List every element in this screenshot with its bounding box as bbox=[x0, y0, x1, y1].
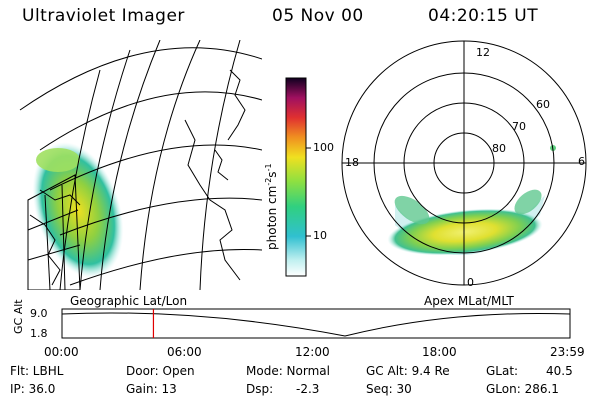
info-glat-value: 40.5 bbox=[546, 364, 573, 378]
info-flt: Flt: LBHL bbox=[10, 364, 64, 378]
info-seq: Seq: 30 bbox=[366, 382, 412, 396]
mlt-label-0: 0 bbox=[467, 276, 474, 289]
timeline-tick-1: 06:00 bbox=[167, 345, 202, 359]
colorbar-tick-10: 10 bbox=[313, 229, 327, 242]
mlt-label-12: 12 bbox=[476, 46, 490, 59]
timeline-tick-2: 12:00 bbox=[295, 345, 330, 359]
info-glon: GLon: 286.1 bbox=[486, 382, 559, 396]
header-time: 04:20:15 UT bbox=[428, 6, 539, 26]
info-dsp: Dsp: bbox=[246, 382, 274, 396]
timeline-tick-3: 18:00 bbox=[422, 345, 457, 359]
info-door: Door: Open bbox=[126, 364, 195, 378]
timeline-y-bottom: 1.8 bbox=[30, 327, 48, 340]
timeline-tick-0: 00:00 bbox=[44, 345, 79, 359]
timeline-axis-label: GC Alt bbox=[12, 299, 25, 334]
info-gcalt: GC Alt: 9.4 Re bbox=[366, 364, 450, 378]
mlat-label-70: 70 bbox=[512, 120, 526, 133]
mlt-label-6: 6 bbox=[578, 155, 585, 168]
geographic-map-label: Geographic Lat/Lon bbox=[70, 294, 188, 308]
polar-map-label: Apex MLat/MLT bbox=[424, 294, 514, 308]
info-mode: Mode: Normal bbox=[246, 364, 330, 378]
mlat-label-80: 80 bbox=[492, 142, 506, 155]
info-dsp-value: -2.3 bbox=[296, 382, 320, 396]
header-date: 05 Nov 00 bbox=[272, 6, 364, 26]
info-gain: Gain: 13 bbox=[126, 382, 177, 396]
info-glat: GLat: bbox=[486, 364, 519, 378]
page-title: Ultraviolet Imager bbox=[22, 6, 185, 26]
colorbar-tick-100: 100 bbox=[313, 141, 334, 154]
mlt-label-18: 18 bbox=[345, 156, 359, 169]
info-ip: IP: 36.0 bbox=[10, 382, 56, 396]
timeline-y-top: 9.0 bbox=[30, 307, 48, 320]
mlat-label-60: 60 bbox=[536, 98, 550, 111]
timeline-tick-4: 23:59 bbox=[550, 345, 585, 359]
